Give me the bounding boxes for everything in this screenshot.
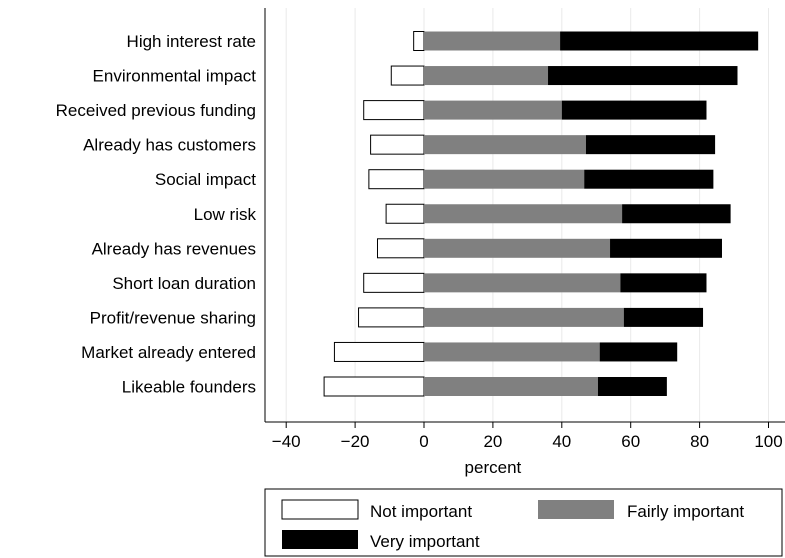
bar-fairly-important (424, 307, 624, 327)
bar-very-important (597, 377, 667, 396)
x-tick-label: 60 (621, 432, 640, 451)
category-label: Likeable founders (122, 378, 256, 397)
bar-not-important (363, 272, 425, 293)
bar-fairly-important (424, 377, 598, 396)
bar-not-important (358, 307, 425, 328)
category-label: Already has customers (83, 136, 256, 155)
x-axis-title: percent (465, 458, 522, 477)
bar-very-important (622, 204, 731, 224)
category-labels: High interest rate Environmental impact Re… (56, 32, 257, 397)
bar-very-important (620, 273, 707, 293)
bar-very-important (623, 307, 704, 327)
bar-fairly-important (424, 204, 623, 224)
bar-not-important (385, 203, 425, 224)
category-label: Short loan duration (112, 274, 256, 293)
x-tick-label: 20 (483, 432, 502, 451)
bar-not-important (413, 31, 425, 51)
bar-very-important (561, 100, 707, 120)
bar-not-important (323, 376, 425, 397)
x-tick-label: 80 (690, 432, 709, 451)
bar-not-important (390, 65, 425, 86)
bar-fairly-important (424, 135, 586, 155)
legend-label: Not important (370, 502, 472, 521)
bar-fairly-important (424, 169, 585, 189)
category-label: Profit/revenue sharing (90, 308, 256, 327)
bar-very-important (548, 66, 738, 86)
bar-fairly-important (424, 100, 562, 120)
bar-not-important (368, 169, 425, 190)
category-label: Social impact (155, 170, 256, 189)
bar-fairly-important (424, 273, 621, 293)
x-tick-label: −20 (341, 432, 370, 451)
bar-fairly-important (424, 66, 549, 86)
legend: Not important Fairly important Very import… (264, 488, 783, 557)
bar-very-important (584, 169, 714, 189)
category-label: High interest rate (127, 32, 256, 51)
category-label: Already has revenues (92, 239, 256, 258)
legend-label: Fairly important (627, 502, 744, 521)
legend-swatch (281, 499, 359, 520)
legend-swatch (282, 530, 358, 549)
bar-very-important (560, 31, 759, 51)
x-tick-label: 40 (552, 432, 571, 451)
legend-label: Very important (370, 532, 480, 551)
bar-not-important (376, 238, 425, 259)
category-label: Environmental impact (93, 67, 257, 86)
x-tick-label: 0 (419, 432, 428, 451)
bar-very-important (610, 238, 722, 258)
bar-not-important (363, 100, 425, 121)
x-tick-label: −40 (272, 432, 301, 451)
bar-not-important (333, 341, 425, 362)
bars (323, 31, 759, 397)
bar-fairly-important (424, 31, 561, 51)
category-label: Market already entered (81, 343, 256, 362)
bar-very-important (585, 135, 716, 155)
x-tick-label: 100 (754, 432, 782, 451)
category-label: Low risk (194, 205, 257, 224)
x-axis-ticks: −40 −20 0 20 40 60 80 100 (272, 422, 783, 451)
category-label: Received previous funding (56, 101, 256, 120)
bar-very-important (599, 342, 678, 362)
bar-not-important (370, 134, 425, 155)
bar-fairly-important (424, 238, 611, 258)
legend-swatch (538, 500, 614, 519)
bar-fairly-important (424, 342, 600, 362)
